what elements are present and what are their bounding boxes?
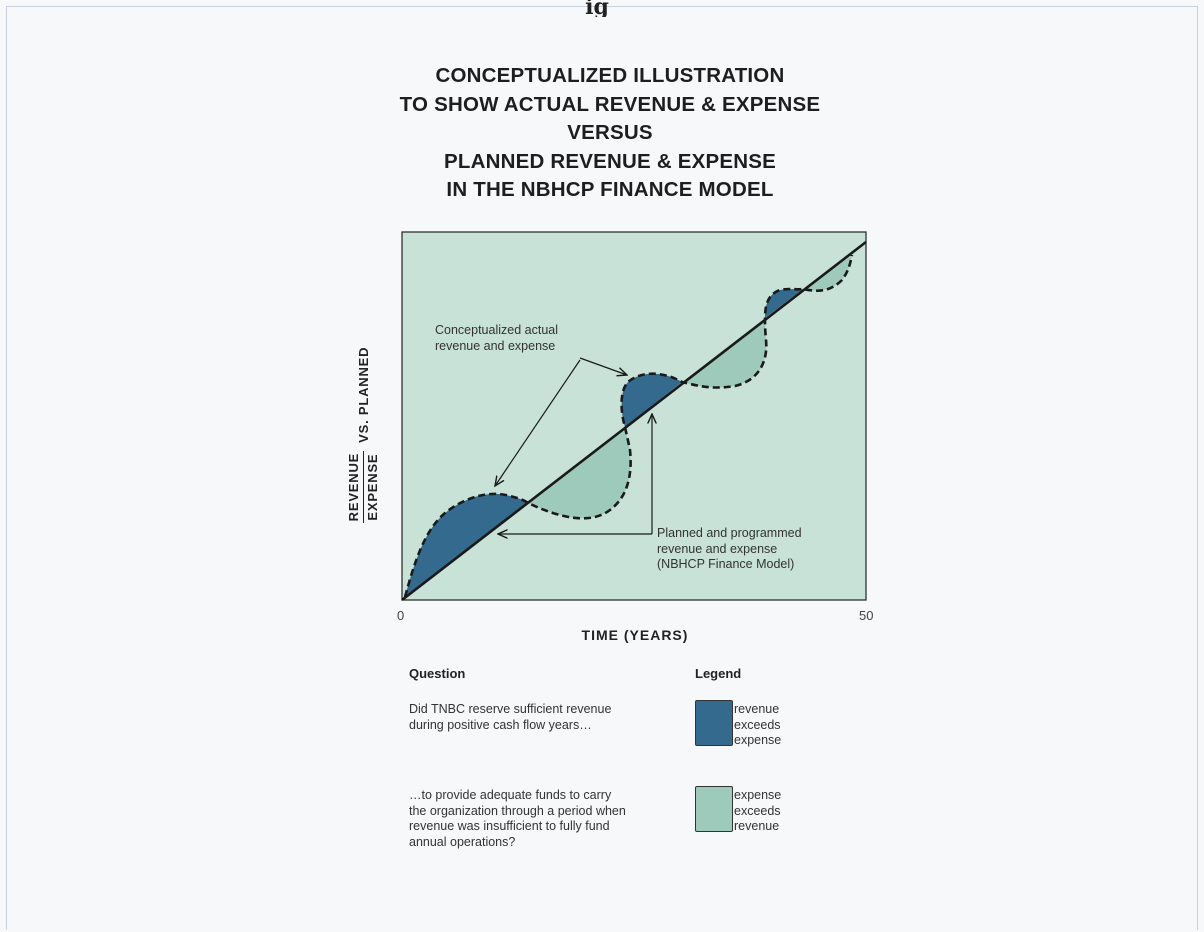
legend-2-line-2: exceeds — [734, 803, 781, 818]
clipped-heading: ig — [585, 0, 609, 17]
question-2-line-1: …to provide adequate funds to carry — [409, 788, 612, 802]
legend-1-line-3: expense — [734, 733, 782, 747]
planned-annotation-line-3: (NBHCP Finance Model) — [657, 557, 795, 571]
title-line-4: PLANNED REVENUE & EXPENSE — [444, 149, 776, 173]
legend-2-line-3: revenue — [734, 819, 780, 833]
planned-line — [401, 240, 867, 602]
planned-annotation-line-1: Planned and programmed — [657, 526, 802, 540]
question-heading: Question — [409, 666, 466, 681]
legend-heading: Legend — [695, 666, 742, 681]
legend-2-line-1: expense — [734, 788, 782, 802]
title-line-1: CONCEPTUALIZED ILLUSTRATION — [435, 64, 785, 87]
planned-annotation: Planned and programmed revenue and expen… — [657, 526, 802, 573]
y-axis-fraction: REVENUE EXPENSE — [346, 450, 380, 524]
revenue-region-2 — [621, 373, 682, 427]
revenue-region-1 — [405, 493, 528, 597]
actual-annotation: Conceptualized actual revenue and expens… — [435, 323, 558, 354]
legend-swatch-revenue-exceeds — [695, 700, 733, 746]
legend-label-expense-exceeds: expense exceeds revenue — [734, 788, 781, 835]
question-1-line-1: Did TNBC reserve sufficient revenue — [409, 702, 612, 716]
y-axis-label: REVENUE EXPENSE VS. PLANNED — [343, 330, 383, 540]
legend-label-revenue-exceeds: revenue exceeds expense — [734, 702, 781, 749]
actual-arrow-1 — [495, 359, 581, 486]
question-1: Did TNBC reserve sufficient revenue duri… — [409, 702, 611, 733]
question-2-line-3: revenue was insufficient to fully fund — [409, 819, 610, 833]
diagram-title: CONCEPTUALIZED ILLUSTRATION TO SHOW ACTU… — [330, 62, 890, 205]
question-2: …to provide adequate funds to carry the … — [409, 788, 626, 850]
title-line-2: TO SHOW ACTUAL REVENUE & EXPENSE — [399, 92, 821, 116]
legend-1-line-2: exceeds — [734, 717, 781, 732]
x-tick-max: 50 — [859, 608, 874, 623]
title-line-5: IN THE NBHCP FINANCE MODEL — [446, 178, 774, 201]
question-1-line-2: during positive cash flow years… — [409, 717, 592, 732]
legend-swatch-expense-exceeds — [695, 786, 733, 832]
y-label-numerator: REVENUE — [346, 450, 364, 524]
question-2-line-2: the organization through a period when — [409, 803, 626, 818]
actual-curve — [403, 254, 854, 598]
y-label-denominator: EXPENSE — [364, 453, 380, 521]
actual-arrow-2 — [579, 357, 627, 375]
y-label-suffix: VS. PLANNED — [355, 346, 371, 443]
actual-annotation-line-1: Conceptualized actual — [435, 323, 558, 337]
question-2-line-4: annual operations? — [409, 834, 516, 849]
revenue-region-3 — [765, 289, 803, 318]
title-line-3: VERSUS — [567, 121, 653, 144]
x-axis-label: TIME (YEARS) — [581, 627, 689, 643]
legend-1-line-1: revenue — [734, 702, 780, 716]
expense-region-1 — [528, 427, 631, 519]
actual-annotation-line-2: revenue and expense — [435, 338, 556, 353]
planned-annotation-line-2: revenue and expense — [657, 541, 778, 556]
x-tick-min: 0 — [397, 608, 405, 623]
